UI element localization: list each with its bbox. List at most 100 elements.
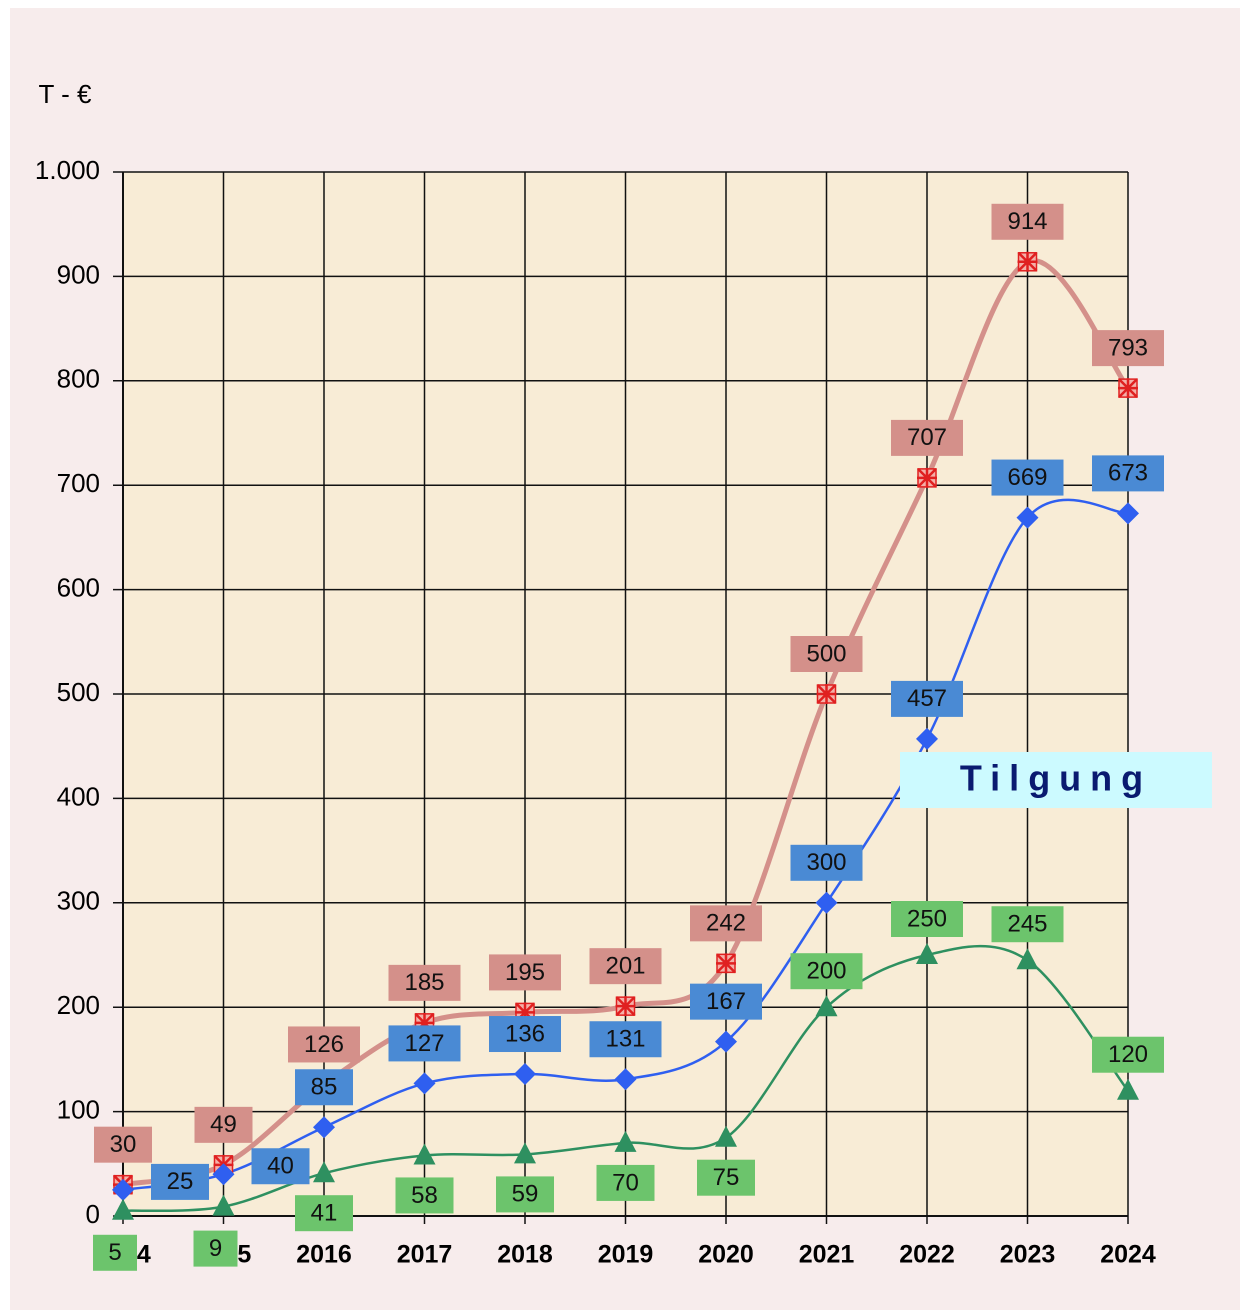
marker xyxy=(815,995,838,1017)
data-label: 242 xyxy=(706,910,746,937)
x-tick-label: 2022 xyxy=(899,1241,955,1269)
data-label-box xyxy=(489,954,561,991)
marker xyxy=(1118,378,1138,399)
marker xyxy=(112,1178,134,1201)
data-label: 195 xyxy=(505,959,545,986)
data-label-box xyxy=(93,1234,137,1271)
data-label-box xyxy=(395,1177,454,1214)
data-label-box xyxy=(151,1163,209,1200)
marker xyxy=(615,996,636,1017)
data-label-box xyxy=(388,964,461,1001)
data-label: 914 xyxy=(1007,208,1047,235)
data-label-box xyxy=(194,1106,253,1143)
y-tick-label: 1.000 xyxy=(35,155,100,185)
x-tick-label: 2019 xyxy=(598,1241,654,1269)
data-label: 120 xyxy=(1108,1041,1148,1068)
marker xyxy=(212,1163,235,1186)
data-label-box xyxy=(589,948,662,985)
x-tick-label: 2024 xyxy=(1100,1241,1156,1269)
data-label: 457 xyxy=(907,685,947,712)
data-label-box xyxy=(489,1016,561,1053)
data-label-box xyxy=(891,901,963,937)
data-label: 673 xyxy=(1108,460,1148,487)
marker xyxy=(916,943,938,964)
marker xyxy=(815,891,838,914)
data-label-box xyxy=(193,1230,238,1267)
data-label: 707 xyxy=(907,424,947,451)
data-label-box xyxy=(790,636,863,672)
data-label: 167 xyxy=(706,988,746,1015)
data-label-box xyxy=(1092,330,1164,367)
x-tick-label: 2016 xyxy=(296,1241,352,1269)
data-label: 40 xyxy=(267,1153,294,1180)
marker-star xyxy=(515,1002,535,1023)
data-label: 136 xyxy=(505,1020,545,1047)
data-label: 300 xyxy=(806,849,846,876)
x-tick-label: 2018 xyxy=(497,1241,553,1269)
data-label-box xyxy=(891,680,963,717)
marker xyxy=(514,1142,536,1164)
marker-star xyxy=(716,953,736,974)
marker xyxy=(313,1161,335,1183)
marker-star xyxy=(1118,378,1138,399)
data-label: 185 xyxy=(404,969,444,996)
data-label-box xyxy=(589,1021,662,1058)
data-label: 59 xyxy=(512,1181,539,1208)
data-label: 245 xyxy=(1007,911,1047,938)
x-tick-label: 2021 xyxy=(799,1241,855,1269)
marker xyxy=(1016,948,1039,970)
data-label-box xyxy=(496,1176,554,1213)
data-label-box xyxy=(1092,455,1164,492)
marker xyxy=(1017,251,1038,272)
y-tick-label: 400 xyxy=(57,781,100,811)
marker xyxy=(514,1063,536,1086)
data-label-box xyxy=(94,1126,152,1163)
marker-star xyxy=(917,467,937,488)
data-label-box xyxy=(790,953,863,990)
marker xyxy=(917,467,937,488)
data-label-box xyxy=(295,1195,353,1232)
data-label-box xyxy=(891,419,963,456)
data-label: 70 xyxy=(612,1169,639,1196)
data-label-box xyxy=(251,1148,310,1185)
marker xyxy=(313,1116,335,1139)
data-label: 127 xyxy=(404,1030,444,1057)
data-label-box xyxy=(690,905,762,942)
data-label: 85 xyxy=(311,1074,338,1101)
data-label: 126 xyxy=(304,1031,344,1058)
data-label-box xyxy=(1092,1036,1164,1073)
y-tick-label: 800 xyxy=(57,364,100,394)
series-line xyxy=(122,498,1129,1192)
data-label: 75 xyxy=(713,1164,740,1191)
x-tick-label: 2020 xyxy=(698,1241,754,1269)
marker xyxy=(715,1125,737,1147)
marker xyxy=(1016,506,1039,529)
data-label-box xyxy=(388,1025,461,1062)
marker xyxy=(614,1068,637,1091)
data-label-box xyxy=(991,203,1064,240)
data-label-box xyxy=(991,459,1064,496)
y-tick-label: 600 xyxy=(57,572,100,602)
marker xyxy=(715,1030,737,1053)
data-label: 200 xyxy=(806,958,846,985)
marker-star xyxy=(615,996,636,1017)
marker xyxy=(916,727,938,750)
data-label-box xyxy=(690,983,762,1020)
marker-star xyxy=(816,684,837,704)
y-tick-label: 0 xyxy=(86,1199,100,1229)
y-tick-label: 900 xyxy=(57,259,100,289)
data-label: 669 xyxy=(1007,464,1047,491)
y-tick-label: 500 xyxy=(57,677,100,707)
marker xyxy=(816,684,837,704)
annotation: Tilgung xyxy=(960,758,1152,799)
x-tick-label: 2023 xyxy=(1000,1241,1056,1269)
data-label: 793 xyxy=(1108,334,1148,361)
data-label-box xyxy=(288,1026,360,1063)
y-tick-label: 300 xyxy=(57,886,100,916)
marker xyxy=(614,1130,637,1152)
marker-star xyxy=(414,1012,435,1033)
data-label: 5 xyxy=(108,1239,121,1266)
data-label: 41 xyxy=(311,1200,338,1227)
data-label: 131 xyxy=(605,1026,645,1053)
marker xyxy=(413,1072,436,1095)
